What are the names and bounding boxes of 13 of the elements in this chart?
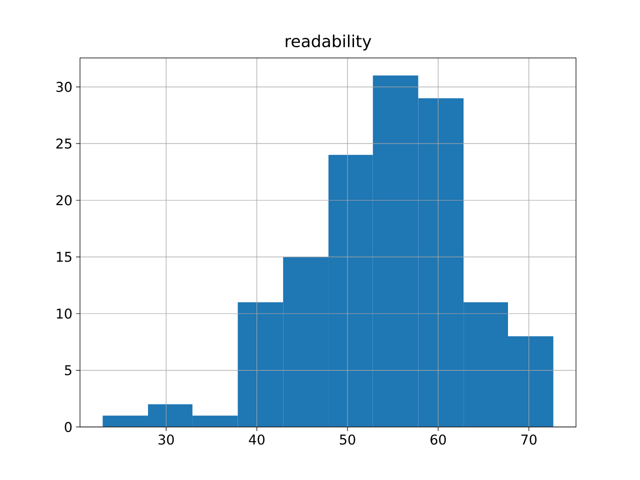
y-tick-label: 0 — [64, 422, 72, 432]
y-tick-label: 15 — [56, 252, 72, 262]
y-tick-label: 10 — [56, 308, 72, 319]
chart-title: readability — [286, 34, 372, 50]
x-tick-label: 70 — [521, 434, 537, 445]
x-tick-label: 40 — [248, 434, 264, 445]
y-tick-label: 25 — [56, 138, 72, 149]
x-tick-label: 60 — [430, 434, 446, 445]
x-tick-label: 50 — [340, 434, 356, 445]
y-tick-label: 20 — [56, 195, 72, 206]
y-tick-label: 30 — [56, 82, 72, 92]
x-tick-label: 30 — [158, 434, 174, 445]
y-tick-label: 5 — [64, 365, 72, 376]
